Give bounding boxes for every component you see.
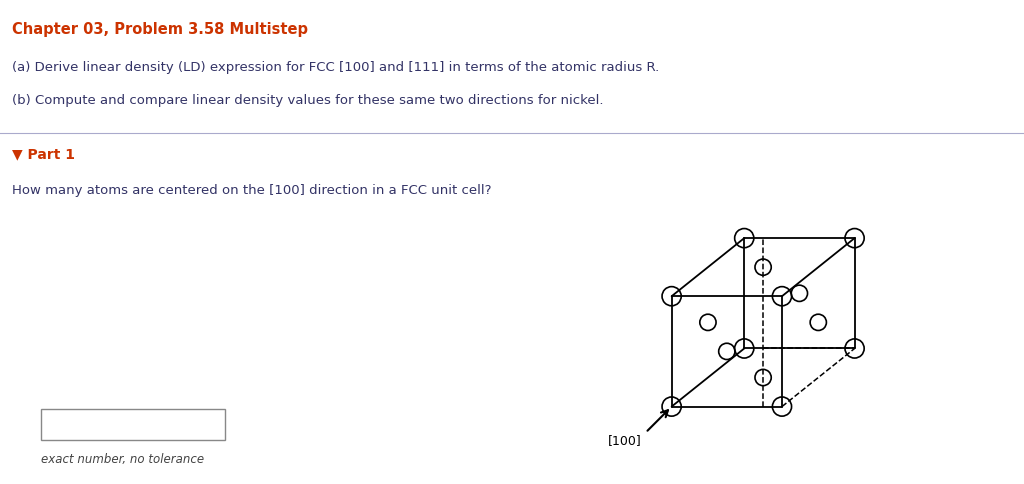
Bar — [41, 409, 225, 440]
Text: exact number, no tolerance: exact number, no tolerance — [41, 453, 204, 466]
Text: [100]: [100] — [607, 434, 641, 447]
Text: (a) Derive linear density (LD) expression for FCC [100] and [111] in terms of th: (a) Derive linear density (LD) expressio… — [12, 60, 659, 74]
Text: Chapter 03, Problem 3.58 Multistep: Chapter 03, Problem 3.58 Multistep — [12, 22, 308, 37]
Text: How many atoms are centered on the [100] direction in a FCC unit cell?: How many atoms are centered on the [100]… — [12, 184, 492, 197]
Text: (b) Compute and compare linear density values for these same two directions for : (b) Compute and compare linear density v… — [12, 94, 604, 107]
Text: ▼ Part 1: ▼ Part 1 — [12, 148, 76, 162]
